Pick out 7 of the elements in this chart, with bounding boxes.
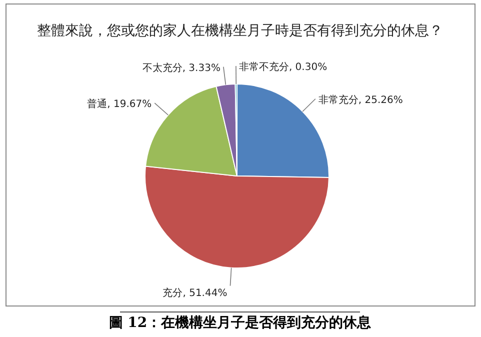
slice-label: 非常充分, 25.26% bbox=[318, 94, 403, 106]
slice-label: 非常不充分, 0.30% bbox=[238, 61, 328, 74]
caption: 圖 12：在機構坐月子是否得到充分的休息 bbox=[108, 314, 372, 331]
slice-label: 充分, 51.44% bbox=[162, 286, 228, 299]
slice-label: 普通, 19.67% bbox=[87, 98, 152, 110]
slice-label: 不太充分, 3.33% bbox=[142, 62, 220, 74]
chart-title: 整體來說，您或您的家人在機構坐月子時是否有得到充分的休息？ bbox=[37, 23, 443, 39]
